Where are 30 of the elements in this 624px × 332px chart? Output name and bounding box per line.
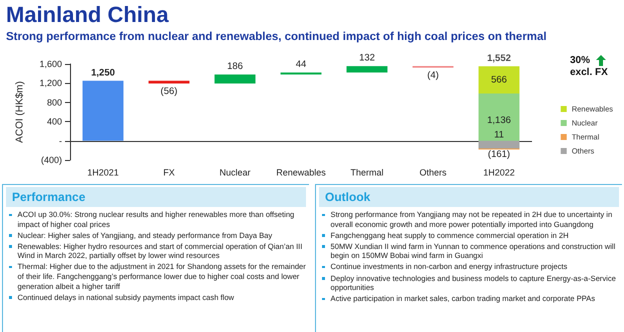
data-label: 1,136 — [487, 115, 511, 126]
chart-title: Mainland China — [6, 2, 169, 28]
x-tick-label: Nuclear — [219, 168, 251, 178]
data-label: (161) — [488, 149, 510, 160]
chart-subtitle: Strong performance from nuclear and renewables, continued impact of high coal prices on thermal — [6, 31, 547, 43]
data-label: (56) — [160, 86, 178, 97]
x-tick-label: Thermal — [350, 168, 384, 178]
total-label: 1,552 — [487, 52, 511, 64]
data-label: 566 — [491, 74, 507, 86]
text: Outlook — [319, 187, 619, 207]
data-label: 132 — [359, 52, 375, 64]
data-label: 44 — [296, 58, 306, 70]
data-label: 11 — [494, 129, 504, 140]
y-tick-label: 1,200 — [39, 78, 62, 88]
x-tick-label: Renewables — [276, 168, 326, 178]
data-label: 1,250 — [91, 67, 115, 78]
y-tick-label: 800 — [46, 97, 62, 108]
x-tick-label: FX — [163, 168, 175, 178]
x-tick-label: 1H2022 — [483, 168, 515, 178]
text: 30% excl. FX — [570, 55, 609, 79]
y-tick-label: - — [59, 136, 62, 146]
x-tick-label: Others — [419, 168, 447, 178]
y-tick-label: 400 — [46, 116, 62, 127]
y-axis-title: ACOI (HK$m) — [14, 81, 26, 143]
y-tick-label: 1,600 — [39, 59, 62, 69]
x-tick-label: 1H2021 — [87, 168, 119, 178]
y-tick-label: (400) — [40, 155, 62, 165]
data-label: (4) — [427, 70, 439, 82]
text: Performance — [6, 187, 306, 207]
data-label: 186 — [227, 61, 243, 72]
